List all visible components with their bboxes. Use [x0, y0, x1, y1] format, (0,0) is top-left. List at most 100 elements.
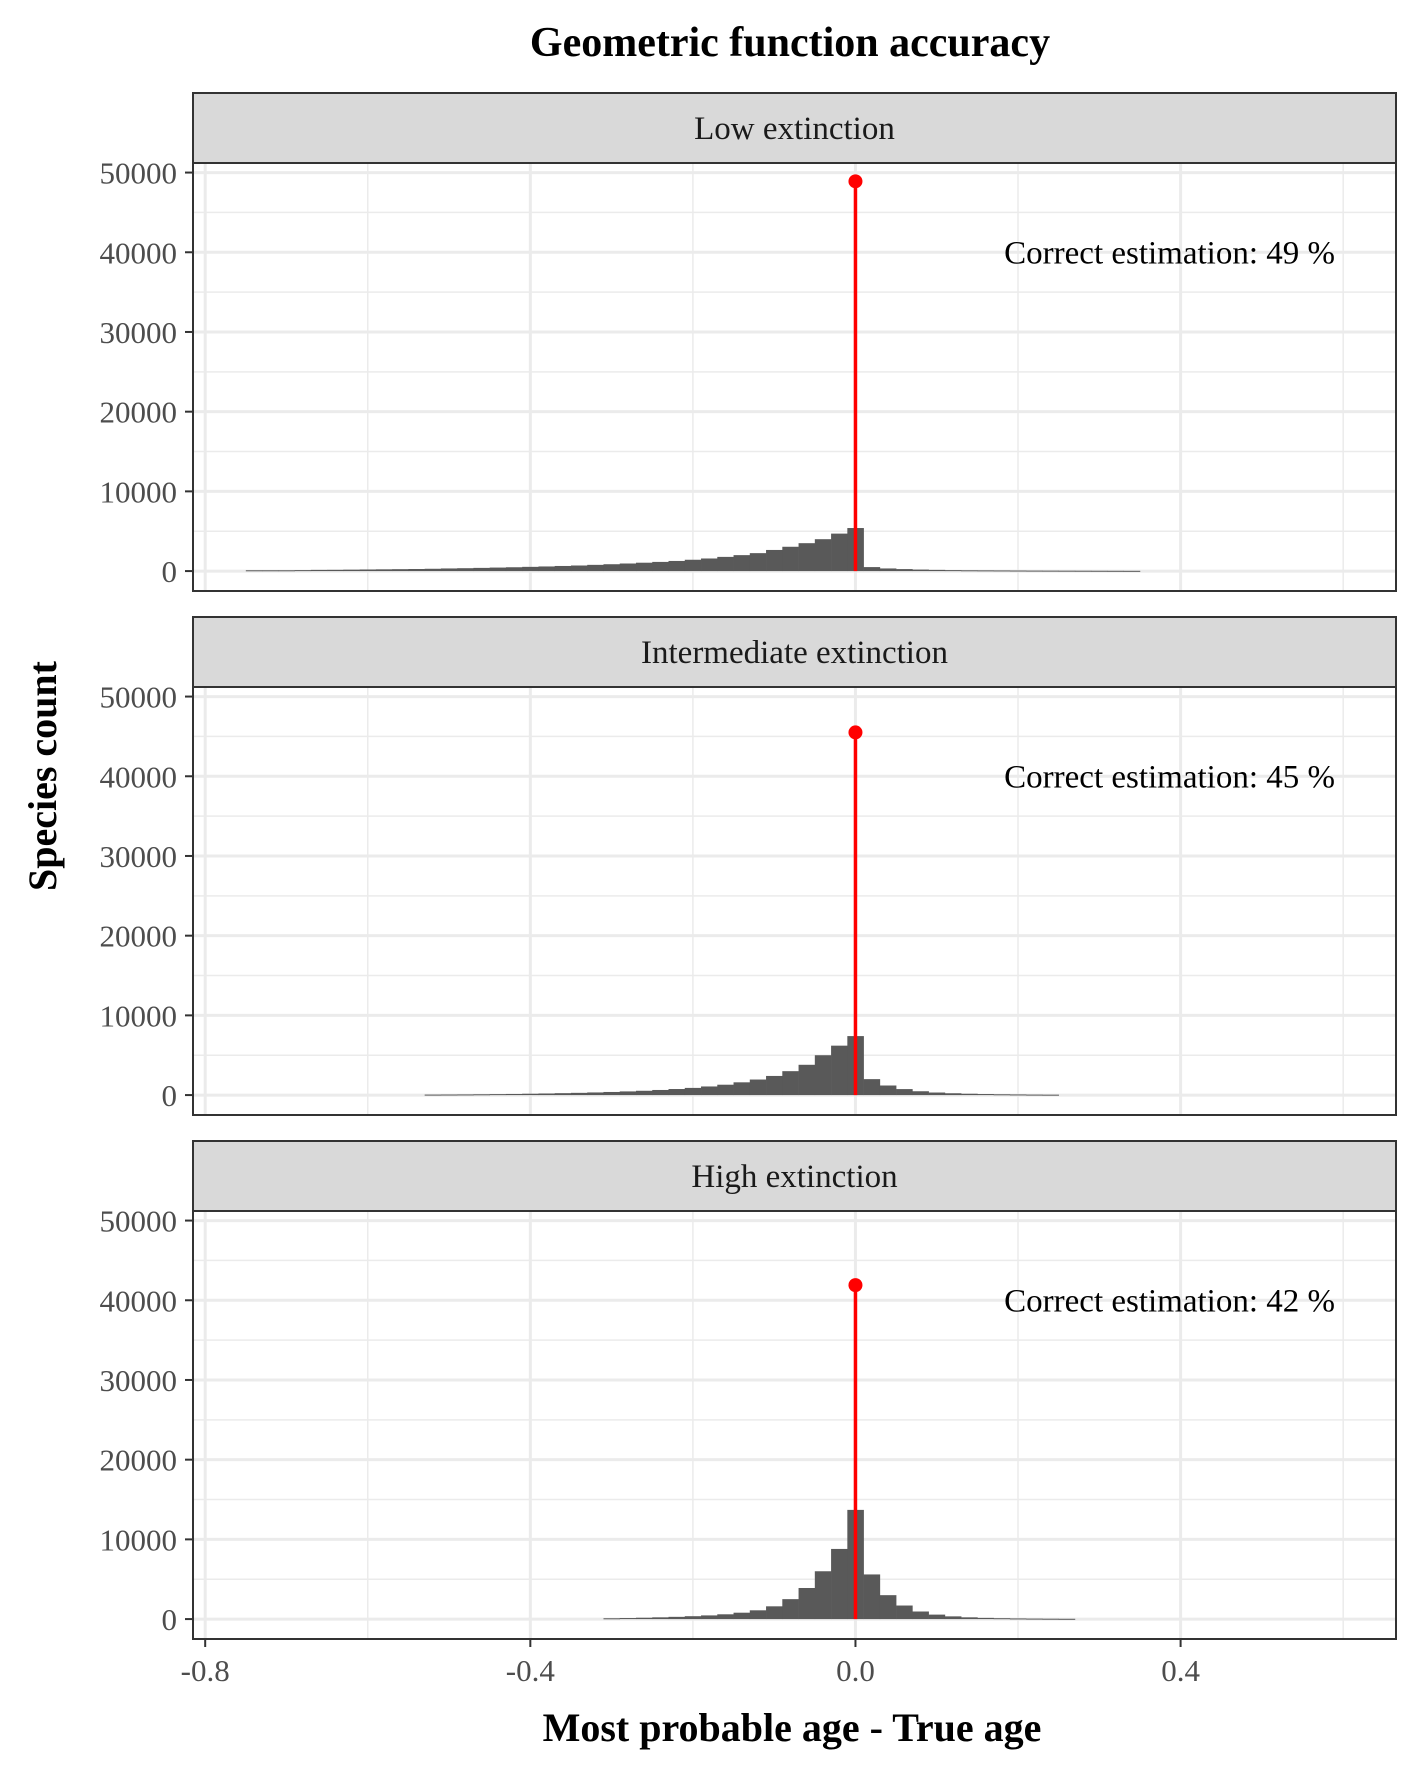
x-axis: -0.8 -0.4 0.0 0.4: [181, 1639, 1200, 1688]
facet-panels: Low extinction Correct estimation: 49 % 0 1…: [100, 92, 1397, 1640]
histogram-bar: [652, 1089, 669, 1096]
histogram-bar: [798, 1587, 816, 1620]
correct-estimation-annotation: Correct estimation: 45 %: [1004, 759, 1335, 795]
histogram-bar: [977, 1617, 994, 1620]
histogram-bar: [798, 1064, 816, 1096]
histogram-bar: [635, 1090, 653, 1096]
facet-strip-label: Intermediate extinction: [641, 635, 948, 671]
histogram-bar: [603, 564, 621, 572]
histogram-bar: [879, 568, 897, 572]
histogram-bar: [440, 1094, 458, 1096]
histogram-bar: [424, 1094, 442, 1096]
histogram-bar: [554, 1093, 572, 1096]
histogram-bar: [993, 1618, 1011, 1620]
y-tick-label: 50000: [100, 680, 178, 715]
y-tick-label: 50000: [100, 1204, 178, 1239]
histogram-bar: [522, 566, 539, 572]
y-tick-label: 20000: [100, 919, 178, 954]
y-tick-label: 0: [162, 554, 178, 589]
facet-strip-label: Low extinction: [694, 111, 895, 147]
y-tick-label: 0: [162, 1078, 178, 1113]
histogram-bar: [831, 533, 848, 572]
histogram-bar: [668, 1616, 686, 1620]
histogram-bar: [619, 563, 637, 572]
histogram-bar: [652, 1617, 669, 1620]
correct-estimation-point: [848, 725, 863, 740]
histogram-bar: [375, 569, 393, 572]
histogram-bar: [993, 570, 1011, 572]
histogram-bar: [359, 569, 377, 572]
histogram-bar: [814, 539, 832, 572]
histogram-bar: [782, 1071, 799, 1096]
y-axis-title: Species count: [20, 660, 65, 891]
histogram-bar: [961, 1617, 978, 1620]
histogram-bar: [587, 564, 604, 572]
histogram-bar: [635, 562, 653, 572]
histogram-bar: [717, 1084, 734, 1096]
x-tick-label: 0.0: [836, 1653, 875, 1688]
histogram-bar: [668, 560, 686, 572]
histogram-bar: [1091, 570, 1108, 572]
histogram-bar: [392, 569, 409, 572]
histogram-bar: [684, 559, 702, 572]
histogram-bar: [701, 558, 718, 572]
histogram-bar: [652, 561, 669, 572]
histogram-bar: [831, 1045, 848, 1096]
panel-background: [193, 163, 1396, 591]
histogram-bar: [928, 1092, 946, 1096]
y-tick-label: 10000: [100, 1522, 178, 1557]
y-tick-label: 40000: [100, 759, 178, 794]
facet-panel: Intermediate extinction Correct estimatio…: [100, 616, 1397, 1116]
panel-border: [192, 162, 1397, 592]
histogram-bar: [749, 553, 767, 572]
facet-strip: [192, 1140, 1397, 1212]
histogram-bar: [961, 570, 978, 572]
histogram-bar: [863, 567, 881, 572]
histogram-bar: [457, 568, 474, 572]
histogram-bar: [733, 1082, 751, 1096]
histogram-bar: [619, 1618, 637, 1620]
facet-panel: Low extinction Correct estimation: 49 % 0 1…: [100, 92, 1397, 592]
histogram-bar: [896, 1089, 913, 1096]
histogram-bar: [603, 1091, 621, 1096]
histogram-bar: [766, 549, 783, 572]
histogram-bar: [814, 1571, 832, 1620]
histogram-bar: [522, 1093, 539, 1096]
histogram-bar: [912, 569, 929, 572]
histogram-bar: [457, 1094, 474, 1096]
histogram-bar: [944, 570, 962, 572]
histogram-bar: [570, 1092, 588, 1096]
histogram-bar: [1009, 570, 1027, 572]
histogram-bar: [505, 567, 523, 572]
panel-background: [193, 1211, 1396, 1639]
histogram-bar: [782, 1599, 799, 1620]
histogram-bar: [1042, 570, 1059, 572]
histogram-bar: [1026, 1618, 1043, 1620]
histogram-bar: [424, 568, 442, 572]
histogram-bar: [554, 565, 572, 572]
histogram-bar: [749, 1610, 767, 1620]
histogram-bar: [684, 1087, 702, 1096]
histogram-bar: [896, 1605, 913, 1620]
facet-panel: High extinction Correct estimation: 42 % 0…: [100, 1140, 1397, 1640]
y-tick-label: 0: [162, 1602, 178, 1637]
histogram-bar: [1009, 1618, 1027, 1620]
histogram-bar: [587, 1092, 604, 1096]
histogram-bar: [1026, 1094, 1043, 1096]
histogram-bar: [896, 569, 913, 572]
histogram-bar: [1107, 570, 1124, 572]
histogram-bar: [489, 1094, 507, 1096]
histogram-bar: [538, 1093, 556, 1096]
histogram-bar: [440, 568, 458, 572]
histogram-bar: [473, 1094, 490, 1096]
histogram-bar: [977, 1094, 994, 1096]
correct-estimation-annotation: Correct estimation: 42 %: [1004, 1283, 1335, 1319]
histogram-bar: [668, 1089, 686, 1096]
facet-strip-label: High extinction: [691, 1159, 897, 1195]
histogram-bar: [1123, 570, 1141, 572]
histogram-bar: [473, 567, 490, 572]
y-tick-label: 30000: [100, 839, 178, 874]
histogram-bar: [489, 567, 507, 572]
histogram-bar: [1042, 1618, 1059, 1620]
